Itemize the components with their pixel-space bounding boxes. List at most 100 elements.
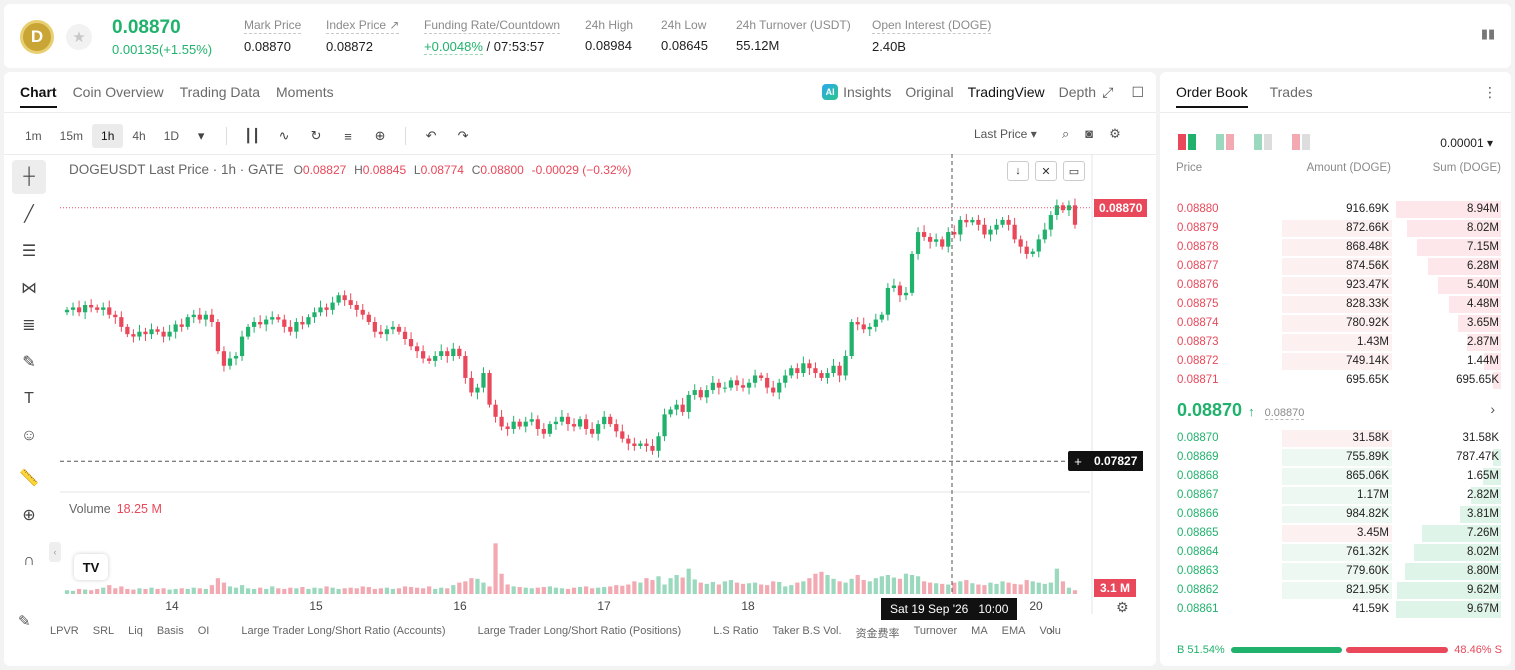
ask-row[interactable]: 0.08872 749.14K 1.44M bbox=[1160, 352, 1511, 371]
zoom-in-icon[interactable]: ⊕ bbox=[22, 507, 36, 524]
indicator-item[interactable]: L.S Ratio bbox=[713, 625, 759, 637]
camera-icon[interactable]: ◙ bbox=[1085, 126, 1094, 141]
crosshair-icon[interactable]: ┼ bbox=[12, 160, 46, 194]
depth-bar bbox=[1492, 449, 1501, 466]
candle-body bbox=[107, 307, 112, 315]
stat-index-price[interactable]: Index Price ↗ 0.08872 bbox=[326, 18, 400, 54]
collapse-toolbar-icon[interactable]: ‹ bbox=[49, 542, 61, 562]
view-insights[interactable]: AI Insights bbox=[822, 84, 891, 100]
ask-row[interactable]: 0.08880 916.69K 8.94M bbox=[1160, 200, 1511, 219]
bid-row[interactable]: 0.08863 779.60K 8.80M bbox=[1160, 562, 1511, 581]
ruler-icon[interactable]: 📏 bbox=[19, 470, 39, 487]
indicators-icon[interactable]: ∿ bbox=[278, 128, 290, 143]
candle-body bbox=[421, 351, 426, 359]
price-type-select[interactable]: Last Price ▾ bbox=[974, 127, 1037, 141]
redo-icon[interactable]: ↷ bbox=[457, 128, 469, 143]
indicator-item[interactable]: MA bbox=[971, 625, 988, 637]
ask-row[interactable]: 0.08871 695.65K 695.65K bbox=[1160, 371, 1511, 390]
tab-trading-data[interactable]: Trading Data bbox=[179, 84, 261, 100]
layout-bids-icon[interactable] bbox=[1254, 134, 1272, 150]
template-icon[interactable]: ≡ bbox=[344, 128, 352, 144]
tab-chart[interactable]: Chart bbox=[20, 84, 57, 108]
gear-icon[interactable]: ⚙ bbox=[1109, 126, 1121, 141]
favorite-star-icon[interactable]: ★ bbox=[66, 24, 92, 50]
indicator-item[interactable]: Volu bbox=[1039, 625, 1061, 637]
view-tradingview[interactable]: TradingView bbox=[967, 84, 1045, 100]
bid-row[interactable]: 0.08869 755.89K 787.47K bbox=[1160, 448, 1511, 467]
bid-row[interactable]: 0.08865 3.45M 7.26M bbox=[1160, 524, 1511, 543]
tradingview-logo[interactable]: TV bbox=[74, 554, 108, 580]
bid-row[interactable]: 0.08870 31.58K 31.58K bbox=[1160, 429, 1511, 448]
timeframe-1m[interactable]: 1m bbox=[25, 129, 42, 143]
indicator-item[interactable]: Taker B.S Vol. bbox=[772, 625, 842, 637]
timeframe-1d[interactable]: 1D bbox=[163, 129, 180, 143]
tab-order-book[interactable]: Order Book bbox=[1176, 84, 1248, 108]
pattern-icon[interactable]: ⋈ bbox=[21, 280, 37, 297]
view-depth[interactable]: Depth bbox=[1058, 84, 1096, 100]
brush-icon[interactable]: ✎ bbox=[22, 354, 36, 371]
bid-row[interactable]: 0.08861 41.59K 9.67M bbox=[1160, 600, 1511, 619]
indicator-item[interactable]: Basis bbox=[156, 625, 184, 637]
ask-row[interactable]: 0.08876 923.47K 5.40M bbox=[1160, 276, 1511, 295]
ask-row[interactable]: 0.08878 868.48K 7.15M bbox=[1160, 238, 1511, 257]
precision-select[interactable]: 0.00001 ▾ bbox=[1440, 136, 1493, 150]
add-alert-icon[interactable]: ⊕ bbox=[374, 128, 386, 143]
timeframe-1h[interactable]: 1h bbox=[92, 124, 124, 148]
indicator-item[interactable]: Turnover bbox=[913, 625, 958, 637]
fullscreen-icon[interactable]: ▭ bbox=[1063, 161, 1085, 181]
indicator-item[interactable]: EMA bbox=[1001, 625, 1026, 637]
ask-row[interactable]: 0.08875 828.33K 4.48M bbox=[1160, 295, 1511, 314]
window-icon[interactable]: ☐ bbox=[1131, 84, 1144, 100]
timeframe-15m[interactable]: 15m bbox=[59, 129, 84, 143]
chevron-right-icon[interactable]: › bbox=[1049, 623, 1054, 638]
indicator-item[interactable]: Large Trader Long/Short Ratio (Positions… bbox=[477, 625, 682, 637]
search-icon[interactable]: ⌕ bbox=[1062, 126, 1070, 141]
candle-type-icon[interactable]: ┃┃ bbox=[244, 128, 260, 143]
order-amount: 828.33K bbox=[1346, 298, 1389, 310]
indicator-item[interactable]: Large Trader Long/Short Ratio (Accounts) bbox=[241, 625, 446, 637]
layout-split-icon[interactable] bbox=[1216, 134, 1234, 150]
more-icon[interactable]: ⋮ bbox=[1483, 84, 1497, 100]
tab-moments[interactable]: Moments bbox=[276, 84, 334, 100]
indicator-item[interactable]: OI bbox=[197, 625, 210, 637]
expand-icon[interactable]: ⤢ bbox=[1102, 84, 1114, 100]
bid-row[interactable]: 0.08862 821.95K 9.62M bbox=[1160, 581, 1511, 600]
refresh-icon[interactable]: ↻ bbox=[310, 128, 322, 143]
tab-trades[interactable]: Trades bbox=[1269, 84, 1313, 100]
ask-row[interactable]: 0.08873 1.43M 2.87M bbox=[1160, 333, 1511, 352]
ask-row[interactable]: 0.08877 874.56K 6.28M bbox=[1160, 257, 1511, 276]
fib-icon[interactable]: ≣ bbox=[22, 317, 36, 334]
book-icon[interactable]: ▮▮ bbox=[1480, 26, 1496, 41]
magnet-icon[interactable]: ∩ bbox=[23, 552, 35, 569]
collapse-icon[interactable]: ✕ bbox=[1035, 161, 1057, 181]
layout-asks-icon[interactable] bbox=[1292, 134, 1310, 150]
text-icon[interactable]: T bbox=[24, 390, 34, 407]
indicator-item[interactable]: SRL bbox=[92, 625, 115, 637]
chevron-right-icon[interactable]: › bbox=[1490, 401, 1495, 417]
timeframe-4h[interactable]: 4h bbox=[132, 129, 146, 143]
edit-icon[interactable]: ✎ bbox=[18, 613, 31, 630]
tab-coin-overview[interactable]: Coin Overview bbox=[72, 84, 164, 100]
volume-bar bbox=[276, 588, 281, 594]
horizontal-lines-icon[interactable]: ☰ bbox=[21, 243, 37, 260]
emoji-icon[interactable]: ☺ bbox=[20, 427, 38, 444]
candlestick-chart[interactable]: 0.090000.088000.086000.083990.081990.079… bbox=[60, 154, 1100, 614]
candle-body bbox=[698, 390, 703, 398]
chevron-down-icon[interactable]: ▾ bbox=[197, 128, 205, 143]
indicator-item[interactable]: LPVR bbox=[50, 625, 79, 637]
trendline-icon[interactable]: ╱ bbox=[24, 206, 34, 223]
arrow-down-icon[interactable]: ↓ bbox=[1007, 161, 1029, 181]
view-original[interactable]: Original bbox=[905, 84, 954, 100]
ask-row[interactable]: 0.08879 872.66K 8.02M bbox=[1160, 219, 1511, 238]
ask-row[interactable]: 0.08874 780.92K 3.65M bbox=[1160, 314, 1511, 333]
undo-icon[interactable]: ↶ bbox=[425, 128, 437, 143]
indicator-item[interactable]: Liq bbox=[128, 625, 143, 637]
layout-both-icon[interactable] bbox=[1178, 134, 1196, 150]
bid-row[interactable]: 0.08868 865.06K 1.65M bbox=[1160, 467, 1511, 486]
bid-row[interactable]: 0.08866 984.82K 3.81M bbox=[1160, 505, 1511, 524]
settings-icon[interactable]: ⚙ bbox=[1116, 599, 1129, 615]
plus-icon[interactable]: + bbox=[1068, 451, 1088, 472]
bid-row[interactable]: 0.08864 761.32K 8.02M bbox=[1160, 543, 1511, 562]
bid-row[interactable]: 0.08867 1.17M 2.82M bbox=[1160, 486, 1511, 505]
indicator-item[interactable]: 资金费率 bbox=[855, 628, 900, 640]
